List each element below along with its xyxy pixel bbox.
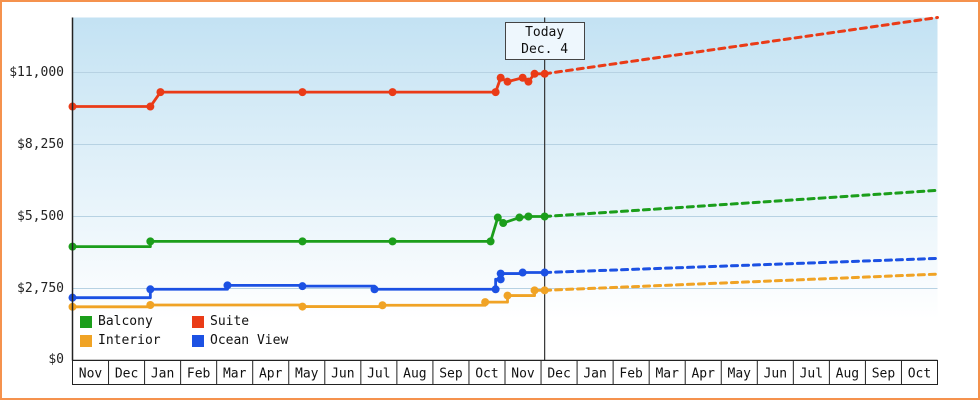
x-axis-label: Dec (547, 367, 570, 382)
data-point (503, 77, 512, 86)
x-axis-label: Dec (115, 367, 138, 382)
legend-item-ocean-view: Ocean View (192, 333, 288, 348)
data-point (370, 285, 379, 294)
forecast-line (543, 256, 939, 275)
legend-swatch-balcony-icon (80, 315, 92, 328)
data-point (540, 212, 549, 221)
data-point (530, 69, 539, 78)
legend-item-interior: Interior (80, 333, 161, 348)
legend-item-balcony: Balcony (80, 314, 153, 329)
x-axis-label: Oct (908, 367, 931, 382)
data-point (491, 88, 500, 97)
data-point (518, 268, 527, 277)
x-axis-label: Jan (151, 367, 174, 382)
data-point (496, 269, 505, 278)
data-point (524, 77, 533, 86)
x-axis-label: Jul (800, 367, 823, 382)
data-point (146, 285, 155, 294)
data-point (496, 275, 505, 284)
legend-swatch-ocean-view-icon (192, 334, 204, 347)
x-axis-label: Apr (691, 367, 715, 382)
plot-background (72, 17, 938, 361)
x-axis-label: Jan (583, 367, 606, 382)
today-label-line1: Today (525, 25, 565, 40)
y-axis-label: $11,000 (9, 65, 64, 80)
legend-label-interior: Interior (98, 333, 161, 348)
x-axis-label: Mar (655, 367, 679, 382)
y-axis-label: $5,500 (17, 209, 64, 224)
x-axis-label: Jun (764, 367, 787, 382)
x-axis-label: Aug (836, 367, 859, 382)
y-axis-label: $2,750 (17, 281, 64, 296)
x-axis-label: Sep (872, 367, 896, 382)
legend-swatch-suite-icon (192, 315, 204, 328)
data-point (298, 88, 307, 97)
data-point (540, 286, 549, 295)
data-point (146, 237, 155, 246)
data-point (515, 213, 524, 222)
data-point (503, 291, 512, 300)
x-axis-label: Mar (223, 367, 247, 382)
x-axis-label: Oct (475, 367, 498, 382)
x-axis-label: Feb (187, 367, 211, 382)
data-point (146, 300, 155, 309)
data-point (491, 285, 500, 294)
data-point (540, 69, 549, 78)
forecast-line (543, 16, 939, 76)
data-point (524, 212, 533, 221)
data-point (496, 73, 505, 82)
legend-label-suite: Suite (210, 314, 250, 329)
today-label-line2: Dec. 4 (521, 42, 569, 57)
legend-label-ocean-view: Ocean View (210, 333, 289, 348)
data-point (388, 88, 397, 97)
data-point (499, 219, 508, 228)
series-balcony (68, 188, 939, 251)
data-point (378, 301, 387, 310)
data-point (493, 213, 502, 222)
data-point (540, 268, 549, 277)
x-axis-label: Nov (511, 367, 535, 382)
x-axis-label: Sep (439, 367, 463, 382)
legend-swatch-interior-icon (80, 334, 92, 347)
data-point (146, 102, 155, 111)
forecast-line (543, 188, 939, 218)
data-point (530, 286, 539, 295)
x-axis-label: Apr (259, 367, 283, 382)
data-point (156, 88, 165, 97)
y-axis-label: $0 (48, 352, 64, 367)
series-ocean-view (68, 256, 939, 302)
x-axis-label: Nov (79, 367, 103, 382)
data-point (481, 298, 490, 307)
legend-label-balcony: Balcony (98, 314, 153, 329)
x-axis-label: Feb (619, 367, 643, 382)
x-axis-label: Aug (403, 367, 426, 382)
series-suite (68, 16, 939, 111)
today-marker-label: Today Dec. 4 (504, 22, 585, 60)
data-point (298, 282, 307, 291)
history-line (72, 288, 545, 309)
series-interior (68, 272, 939, 311)
legend-item-suite: Suite (192, 314, 249, 329)
data-point (486, 237, 495, 246)
data-point (518, 73, 527, 82)
x-axis-label: May (295, 367, 319, 382)
y-axis-label: $8,250 (17, 137, 64, 152)
data-point (298, 237, 307, 246)
x-axis-label: Jul (367, 367, 390, 382)
forecast-line (543, 272, 939, 292)
x-axis-label: May (728, 367, 752, 382)
data-point (298, 302, 307, 311)
data-point (223, 281, 232, 290)
x-axis-label: Jun (331, 367, 354, 382)
data-point (388, 237, 397, 246)
